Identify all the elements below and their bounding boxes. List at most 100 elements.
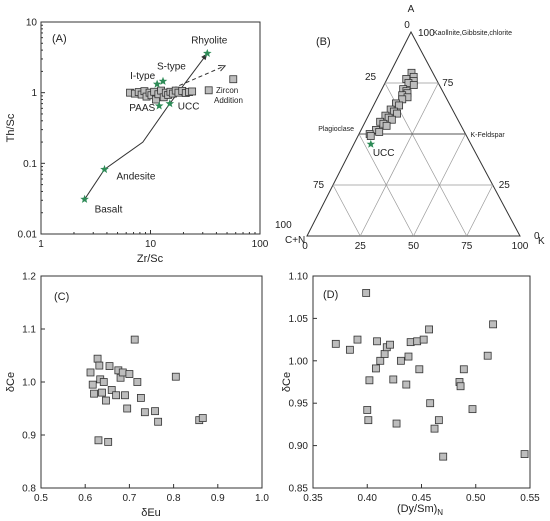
panel-a-xtick-label: 10 [145, 239, 157, 250]
panel-d-xtick-label: 0.55 [520, 493, 540, 504]
panel-a-ref-label: Andesite [116, 171, 155, 182]
panel-d-sample [439, 452, 448, 461]
panel-c-sample [171, 372, 180, 381]
panel-b-gridline-c [332, 184, 361, 237]
panel-b-tick-k: 75 [461, 241, 473, 252]
panel-d-sample [373, 337, 381, 346]
panel-b-ref-star [366, 139, 376, 148]
panel-a-ref-label: I-type [130, 71, 155, 82]
panel-a-ytick-label: 1 [31, 88, 37, 99]
panel-c-sample [140, 408, 149, 417]
panel-b-tick-100: 100 [418, 28, 435, 39]
panel-b-sample [366, 132, 375, 140]
panel-c-sample [99, 378, 108, 386]
panel-b-sample [409, 81, 418, 89]
panel-b-tick-c: 0 [534, 231, 540, 242]
panel-c-sample [95, 361, 104, 370]
panel-c-sample [123, 404, 132, 413]
panel-c-sample [90, 389, 98, 398]
panel-c-ytick-label: 1.2 [22, 272, 36, 283]
panel-c-xtick-label: 0.6 [78, 493, 92, 504]
panel-c-sample [93, 354, 102, 363]
panel-d-sample [386, 340, 394, 349]
panel-c-sample [198, 414, 207, 422]
panel-d-xlabel-sub: N [437, 508, 443, 517]
panel-a-sample [204, 86, 213, 95]
panel-a-ref-label: S-type [157, 61, 186, 72]
panel-c-sample [133, 378, 142, 386]
panel-a-ref-star [203, 48, 212, 57]
panel-b-tick-left-75: 75 [313, 180, 325, 191]
panel-c-xtick-label: 0.8 [167, 493, 181, 504]
panel-d-sample [489, 320, 498, 329]
panel-d-sample [376, 356, 385, 365]
panel-c-sample [112, 391, 121, 400]
panel-c-sample [154, 417, 163, 426]
panel-d-xtick-label: 0.35 [303, 493, 323, 504]
panel-d-sample [392, 419, 401, 428]
panel-b-tick-right-25: 25 [499, 180, 511, 191]
panel-b-gridline-k [466, 184, 494, 237]
panel-b-tick-left-25: 25 [365, 72, 377, 83]
panel-d-sample [380, 350, 389, 358]
panel-d-sample [468, 405, 477, 414]
panel-d-sample [430, 424, 439, 433]
panel-c-xlabel: δEu [141, 507, 161, 519]
panel-c-frame [40, 275, 263, 489]
panel-b-gridline-c [358, 133, 414, 237]
panel-a-ref-label: Rhyolite [191, 35, 228, 46]
panel-d-sample [406, 338, 415, 347]
panel-a: (A) Zr/Sc Th/Sc 1 10 100 0.01 0.1 1 10 ZirconAd… [5, 18, 269, 266]
panel-c-sample [94, 436, 103, 445]
panel-a-sample [229, 75, 238, 84]
panel-c-sample [86, 368, 95, 377]
panel-c-sample [136, 393, 145, 402]
panel-c-ytick-label: 0.8 [22, 484, 36, 495]
panel-c-sample [118, 368, 127, 377]
panel-a-zircon-label-2: Addition [214, 96, 243, 105]
panel-a-ytick-label: 10 [26, 18, 38, 29]
panel-b-tick-k: 100 [512, 241, 529, 252]
panel-d-xlabel: (Dy/Sm)N [397, 503, 443, 517]
panel-b-sample [395, 101, 404, 110]
panel-b-kfeldspar-label: K-Feldspar [471, 132, 506, 139]
panel-d-ytick-label: 1.10 [289, 272, 309, 283]
panel-d-ytick-label: 0.90 [289, 441, 309, 452]
panel-a-ref-label: UCC [178, 102, 200, 113]
panel-a-sample [188, 87, 197, 96]
panel-d-ytick-label: 0.95 [289, 399, 309, 410]
panel-c-ytick-label: 1.0 [22, 378, 36, 389]
panel-c-sample [104, 437, 113, 446]
panel-a-xlabel: Zr/Sc [137, 253, 164, 265]
panel-a-xtick-label: 100 [252, 239, 269, 250]
panel-b-sample [393, 109, 401, 118]
panel-d-sample [372, 364, 380, 373]
panel-d-sample [402, 380, 411, 389]
panel-a-xtick-label: 1 [38, 239, 44, 250]
panel-b-plagioclase-label: Plagioclase [318, 126, 354, 133]
panel-b-tick-k: 25 [355, 241, 367, 252]
panel-d-label: (D) [323, 289, 338, 301]
panel-d-sample [363, 406, 372, 414]
panel-d-sample [425, 325, 433, 334]
panel-b-apex-cn: C+N [285, 235, 305, 246]
panel-b: (B) A C+N K Kaollnite,Gibbsite,chlorite Plag… [275, 4, 545, 252]
panel-c-ytick-label: 0.9 [22, 431, 36, 442]
panel-c-sample [88, 380, 97, 389]
panel-d-sample [459, 365, 468, 374]
panel-c-xtick-label: 0.9 [211, 493, 225, 504]
panel-a-ref-star [152, 79, 162, 88]
panel-b-ref-label: UCC [373, 148, 395, 159]
panel-c-ylabel: δCe [5, 372, 17, 392]
panel-d-sample [419, 335, 428, 344]
panel-b-gridline-k [359, 82, 439, 237]
panel-b-tick-left-100: 100 [275, 220, 292, 231]
panel-c-sample [151, 407, 159, 416]
panel-d-sample [413, 337, 422, 346]
panel-b-tick-top: 0 [404, 20, 410, 31]
panel-d-sample [345, 345, 354, 354]
panel-d-sample [331, 339, 340, 348]
panel-c-xtick-label: 1.0 [255, 493, 269, 504]
panel-d-ytick-label: 1.05 [289, 314, 309, 325]
panel-d-xtick-label: 0.45 [412, 493, 432, 504]
